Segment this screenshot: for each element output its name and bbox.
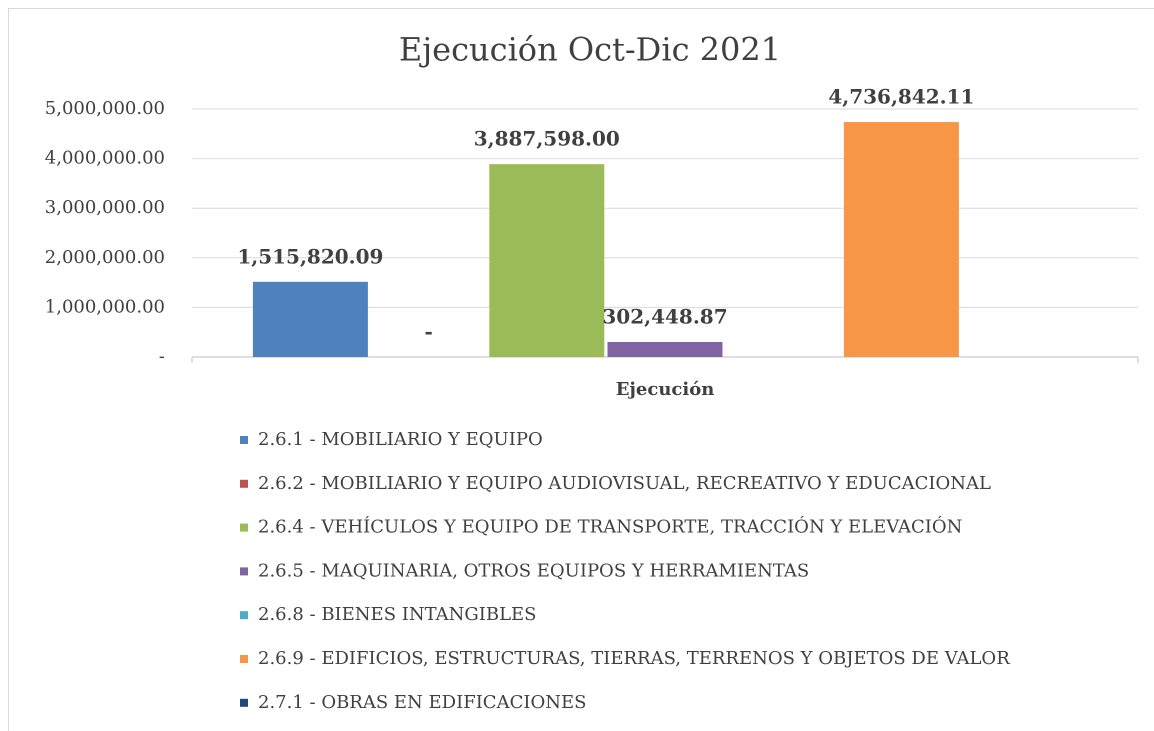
chart-border (8, 8, 1154, 731)
legend-label: 2.6.9 - EDIFICIOS, ESTRUCTURAS, TIERRAS,… (258, 648, 1010, 669)
legend-swatch (240, 655, 248, 663)
legend-swatch (240, 436, 248, 444)
data-label: 302,448.87 (602, 304, 727, 328)
bar (607, 341, 723, 357)
legend-label: 2.6.8 - BIENES INTANGIBLES (258, 604, 537, 625)
legend-label: 2.6.5 - MAQUINARIA, OTROS EQUIPOS Y HERR… (258, 560, 809, 581)
bar (252, 281, 368, 357)
y-tick-label: 5,000,000.00 (45, 98, 165, 119)
data-label: - (424, 320, 432, 344)
data-label: 1,515,820.09 (237, 244, 383, 268)
y-tick-label: 1,000,000.00 (45, 296, 165, 317)
data-label: 3,887,598.00 (474, 127, 620, 151)
bar (489, 164, 605, 357)
x-tick-label: Ejecución (616, 379, 715, 400)
legend-swatch (240, 611, 248, 620)
legend-swatch (240, 523, 248, 532)
legend-swatch (240, 479, 248, 488)
bar (843, 122, 959, 357)
legend-swatch (240, 567, 248, 576)
data-label: 4,736,842.11 (828, 85, 974, 109)
y-tick-label: 4,000,000.00 (45, 148, 165, 169)
legend-label: 2.6.4 - VEHÍCULOS Y EQUIPO DE TRANSPORTE… (258, 515, 962, 538)
legend-label: 2.6.1 - MOBILIARIO Y EQUIPO (258, 429, 543, 450)
legend-swatch (240, 698, 248, 707)
y-tick-label: 2,000,000.00 (45, 247, 165, 268)
legend-label: 2.6.2 - MOBILIARIO Y EQUIPO AUDIOVISUAL,… (258, 473, 991, 494)
legend-label: 2.7.1 - OBRAS EN EDIFICACIONES (258, 692, 586, 713)
y-tick-label: - (159, 346, 165, 367)
chart-title: Ejecución Oct-Dic 2021 (399, 31, 781, 69)
y-tick-label: 3,000,000.00 (45, 197, 165, 218)
